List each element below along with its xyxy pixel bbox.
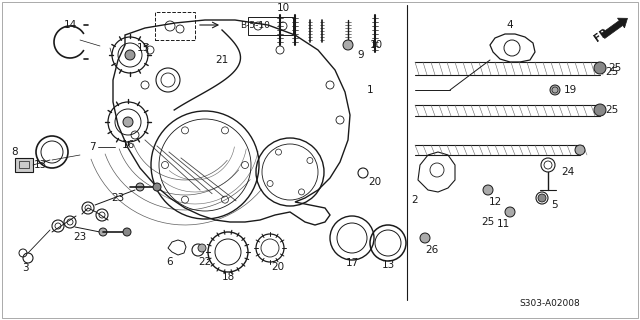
Circle shape [550, 85, 560, 95]
Text: 25: 25 [609, 63, 621, 73]
Bar [248, 17, 293, 35]
Circle shape [483, 185, 493, 195]
Text: 20: 20 [369, 177, 381, 187]
Circle shape [505, 207, 515, 217]
Text: 13: 13 [381, 260, 395, 270]
Text: FR.: FR. [592, 24, 614, 44]
Text: 9: 9 [357, 50, 364, 60]
Text: 23: 23 [74, 232, 86, 242]
Text: 1: 1 [367, 85, 373, 95]
Text: 25: 25 [605, 67, 619, 77]
Text: 6: 6 [166, 257, 173, 267]
Circle shape [538, 194, 546, 202]
Text: 25: 25 [481, 217, 495, 227]
Text: 2: 2 [412, 195, 419, 205]
Circle shape [198, 244, 206, 252]
Text: 4: 4 [507, 20, 513, 30]
Circle shape [123, 228, 131, 236]
Circle shape [594, 104, 606, 116]
Text: 24: 24 [561, 167, 575, 177]
Text: 12: 12 [488, 197, 502, 207]
Text: 16: 16 [122, 140, 134, 150]
Text: 5: 5 [552, 200, 558, 210]
Text: 11: 11 [497, 219, 509, 229]
Text: 19: 19 [563, 85, 577, 95]
Bar [155, 12, 195, 40]
Text: 26: 26 [426, 245, 438, 255]
Circle shape [343, 40, 353, 50]
Circle shape [123, 117, 133, 127]
Text: 23: 23 [111, 193, 125, 203]
FancyArrow shape [601, 18, 627, 38]
Text: 13: 13 [33, 160, 47, 170]
Text: S303-A02008: S303-A02008 [519, 299, 580, 308]
Text: 22: 22 [198, 257, 212, 267]
Circle shape [594, 62, 606, 74]
Text: 20: 20 [271, 262, 285, 272]
Circle shape [575, 145, 585, 155]
Text: 25: 25 [605, 105, 619, 115]
Text: 7: 7 [89, 142, 95, 152]
Circle shape [99, 228, 107, 236]
Bar [19, 161, 29, 168]
Circle shape [125, 50, 135, 60]
Text: 10: 10 [276, 3, 289, 13]
Text: 21: 21 [216, 55, 228, 65]
Circle shape [136, 183, 144, 191]
Text: 15: 15 [136, 43, 150, 53]
Text: B-5-10: B-5-10 [240, 20, 270, 29]
Text: 10: 10 [370, 40, 383, 50]
Text: 8: 8 [12, 147, 19, 157]
Text: 3: 3 [22, 263, 28, 273]
Circle shape [420, 233, 430, 243]
Bar [15, 158, 33, 172]
Circle shape [153, 183, 161, 191]
Text: 18: 18 [221, 272, 235, 282]
Text: 17: 17 [346, 258, 358, 268]
Text: 14: 14 [63, 20, 77, 30]
